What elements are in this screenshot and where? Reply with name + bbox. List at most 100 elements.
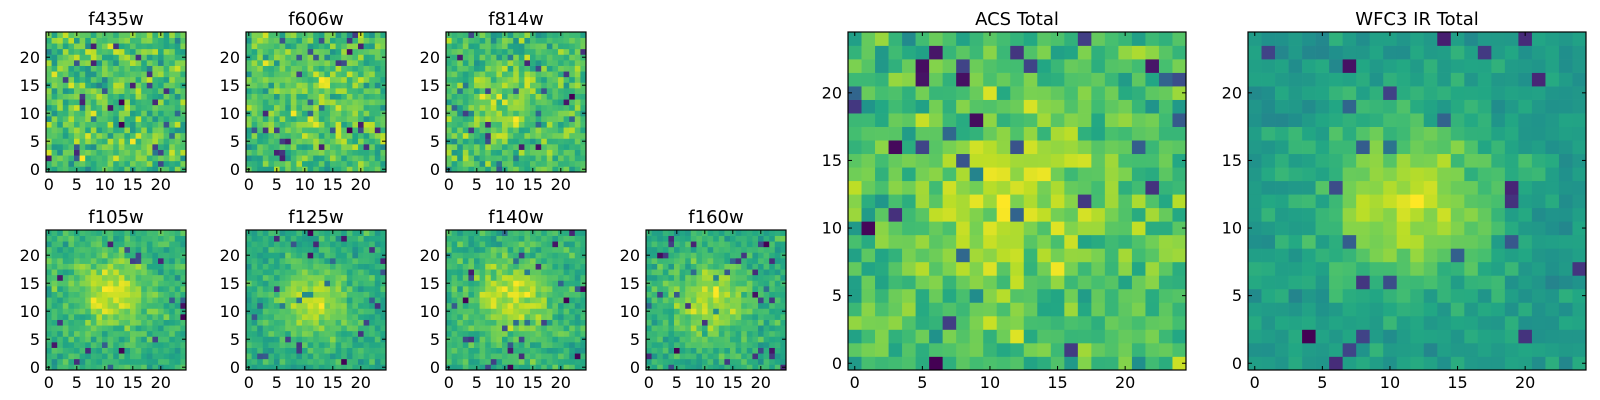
heatmap-cell [62,65,69,72]
heatmap-cell [74,116,80,122]
heatmap-cell [268,138,275,145]
heatmap-cell [57,342,64,348]
heatmap-cell [62,330,69,337]
heatmap-cell [507,347,514,354]
heatmap-cell [335,138,342,145]
heatmap-cell [290,252,297,259]
heatmap-cell [113,325,120,332]
heatmap-cell [451,65,458,72]
heatmap-cell [569,308,576,315]
heatmap-cell [346,263,353,270]
heatmap-cell [546,65,553,72]
heatmap-cell [462,319,469,326]
heatmap-cell [274,37,280,44]
heatmap-cell [574,116,581,122]
heatmap-cell [502,116,508,122]
heatmap-cell [541,110,548,117]
heatmap-cell [318,166,325,173]
heatmap-cell [146,353,153,360]
heatmap-cell [346,127,353,134]
heatmap-cell [507,65,514,72]
heatmap-cell [152,364,159,371]
heatmap-cell [569,274,576,281]
heatmap-cell [262,54,269,61]
heatmap-cell [674,258,680,264]
heatmap-cell [758,358,764,365]
heatmap-cell [163,88,170,94]
heatmap-cell [85,274,92,281]
heatmap-cell [558,43,564,50]
heatmap-cell [496,252,503,259]
heatmap-cell [107,258,114,264]
heatmap-cell [468,43,475,50]
heatmap-cell [902,275,916,290]
heatmap-cell [496,116,503,122]
heatmap-cell [107,291,114,298]
heatmap-cell [318,364,325,371]
heatmap-cell [102,48,108,55]
heatmap-cell [257,127,264,134]
heatmap-cell [141,76,148,83]
heatmap-cell [774,364,781,371]
heatmap-cell [324,319,331,326]
heatmap-cell [268,121,275,128]
heatmap-cell [346,110,353,117]
heatmap-cell [530,121,536,128]
heatmap-cell [79,347,86,354]
heatmap-cell [146,93,153,100]
heatmap-cell [524,32,531,38]
heatmap-cell [741,274,748,281]
heatmap-cell [341,155,348,162]
heatmap-cell [369,325,376,332]
heatmap-cell [569,32,576,38]
heatmap-cell [257,330,264,337]
heatmap-cell [569,325,576,332]
x-tick-label: 10 [95,175,115,194]
y-tick-label: 15 [420,274,440,293]
heatmap-cell [468,286,475,292]
heatmap-cell [1077,342,1092,357]
heatmap-cell [763,314,770,320]
heatmap-cell [262,155,269,162]
heatmap-cell [374,37,381,44]
heatmap-cell [274,93,280,100]
heatmap-cell [180,286,187,292]
heatmap-cell [674,280,680,287]
heatmap-cell [546,110,553,117]
heatmap-cell [530,258,536,264]
heatmap-cell [174,297,181,304]
heatmap-cell [651,235,658,242]
heatmap-cell [1104,180,1119,195]
heatmap-cell [163,252,170,259]
heatmap-cell [346,358,353,365]
heatmap-cell [702,258,708,264]
heatmap-cell [251,121,258,128]
heatmap-cell [352,110,359,117]
heatmap-cell [324,286,331,292]
heatmap-cell [135,149,142,156]
heatmap-cell [746,314,753,320]
heatmap-cell [341,110,348,117]
heatmap-cell [135,347,142,354]
heatmap-cell [346,65,353,72]
heatmap-cell [290,65,297,72]
heatmap-cell [563,110,570,117]
heatmap-cell [279,99,286,106]
heatmap-cell [513,160,520,167]
heatmap-cell [535,258,542,264]
heatmap-cell [135,48,142,55]
heatmap-cell [780,286,787,292]
heatmap-cell [330,65,336,72]
heatmap-cell [346,241,353,248]
heatmap-cell [969,180,984,195]
heatmap-cell [313,127,320,134]
heatmap-cell [479,155,486,162]
heatmap-cell [113,104,120,111]
heatmap-cell [707,286,714,292]
heatmap-cell [485,155,492,162]
heatmap-cell [302,155,308,162]
heatmap-cell [330,241,336,248]
heatmap-cell [490,37,497,44]
heatmap-cell [546,149,553,156]
heatmap-cell [724,364,731,371]
